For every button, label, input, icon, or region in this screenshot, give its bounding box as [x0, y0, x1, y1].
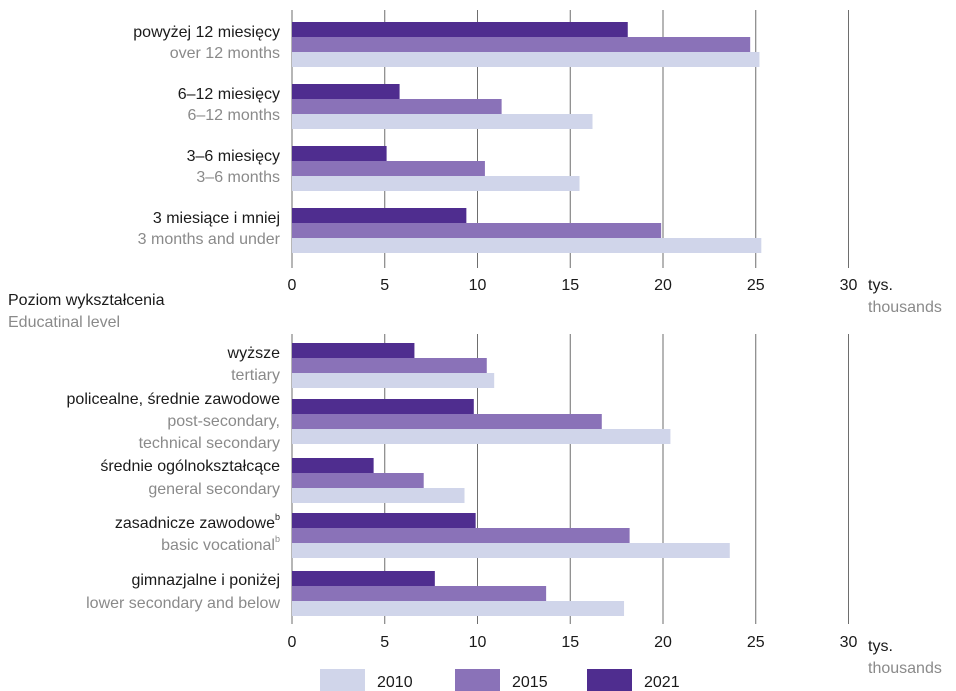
- category-label-pl: średnie ogólnokształcące: [100, 458, 280, 475]
- category-label-en: 3 months and under: [138, 231, 281, 248]
- legend-swatch-2021: [587, 669, 632, 691]
- bar-2015-3: [292, 528, 630, 543]
- tick-label-25: 25: [747, 634, 765, 651]
- bar-2010-1: [292, 114, 593, 129]
- legend-swatch-2010: [320, 669, 365, 691]
- tick-label-30: 30: [840, 277, 858, 294]
- bar-2010-3: [292, 238, 762, 253]
- section-subtitle: Educatinal level: [8, 314, 120, 331]
- tick-label-0: 0: [288, 277, 297, 294]
- unit-label-en: thousands: [868, 299, 942, 316]
- category-label-en: general secondary: [148, 481, 280, 498]
- section-title: Poziom wykształcenia: [8, 292, 165, 309]
- category-label-pl: powyżej 12 miesięcy: [133, 24, 280, 41]
- bar-2015-0: [292, 37, 751, 52]
- category-label-pl: zasadnicze zawodoweb: [115, 512, 280, 532]
- footnote-marker: b: [275, 512, 280, 522]
- bar-2021-1: [292, 84, 400, 99]
- legend: 2010 2015 2021: [320, 669, 680, 691]
- bar-2015-3: [292, 223, 662, 238]
- bar-2021-1: [292, 399, 474, 414]
- category-label-en: over 12 months: [170, 45, 280, 62]
- footnote-marker: b: [275, 534, 280, 544]
- tick-label-30: 30: [840, 634, 858, 651]
- category-label-en: 3–6 months: [196, 169, 280, 186]
- legend-swatch-2015: [455, 669, 500, 691]
- education-panel: Poziom wykształcenia Educatinal level wy…: [8, 292, 942, 677]
- tick-label-20: 20: [654, 634, 672, 651]
- tick-label-0: 0: [288, 634, 297, 651]
- tick-label-15: 15: [561, 277, 579, 294]
- bar-2021-2: [292, 458, 374, 473]
- unit-label-pl: tys.: [868, 277, 893, 294]
- category-label-en: tertiary: [231, 367, 280, 384]
- bar-2010-2: [292, 488, 465, 503]
- category-label-pl: 3 miesiące i mniej: [153, 210, 280, 227]
- category-label-en: 6–12 months: [187, 107, 280, 124]
- bar-2015-4: [292, 586, 547, 601]
- category-label-pl: gimnazjalne i poniżej: [131, 572, 280, 589]
- category-label-en: basic vocationalb: [161, 534, 280, 554]
- tick-label-25: 25: [747, 277, 765, 294]
- bar-2010-0: [292, 373, 495, 388]
- tick-label-10: 10: [469, 277, 487, 294]
- legend-label-2015: 2015: [512, 674, 548, 691]
- category-label-en: post-secondary,: [167, 413, 280, 430]
- bar-2015-2: [292, 161, 485, 176]
- category-label-pl: policealne, średnie zawodowe: [67, 391, 281, 408]
- bar-2021-4: [292, 571, 435, 586]
- category-label-pl: wyższe: [227, 345, 281, 362]
- bar-2015-2: [292, 473, 424, 488]
- tick-label-10: 10: [469, 634, 487, 651]
- bar-2015-1: [292, 414, 602, 429]
- bar-2021-0: [292, 22, 628, 37]
- bar-2010-0: [292, 52, 760, 67]
- category-label-pl: 6–12 miesięcy: [178, 86, 280, 103]
- tick-label-20: 20: [654, 277, 672, 294]
- tick-label-5: 5: [380, 277, 389, 294]
- bar-2021-3: [292, 208, 467, 223]
- legend-label-2021: 2021: [644, 674, 680, 691]
- bar-2010-1: [292, 429, 671, 444]
- bar-2015-0: [292, 358, 487, 373]
- bar-2010-3: [292, 543, 730, 558]
- legend-label-2010: 2010: [377, 674, 413, 691]
- unit-label-pl: tys.: [868, 638, 893, 655]
- bar-2010-2: [292, 176, 580, 191]
- tick-label-5: 5: [380, 634, 389, 651]
- bar-2021-3: [292, 513, 476, 528]
- bar-2021-2: [292, 146, 387, 161]
- bar-2015-1: [292, 99, 502, 114]
- category-label-pl: 3–6 miesięcy: [187, 148, 280, 165]
- category-label-en: technical secondary: [139, 435, 280, 452]
- unit-label-en: thousands: [868, 660, 942, 677]
- duration-panel: powyżej 12 miesięcy over 12 months 6–12 mi…: [133, 10, 942, 316]
- bar-2010-4: [292, 601, 625, 616]
- category-label-en: lower secondary and below: [86, 595, 280, 612]
- bar-2021-0: [292, 343, 415, 358]
- tick-label-15: 15: [561, 634, 579, 651]
